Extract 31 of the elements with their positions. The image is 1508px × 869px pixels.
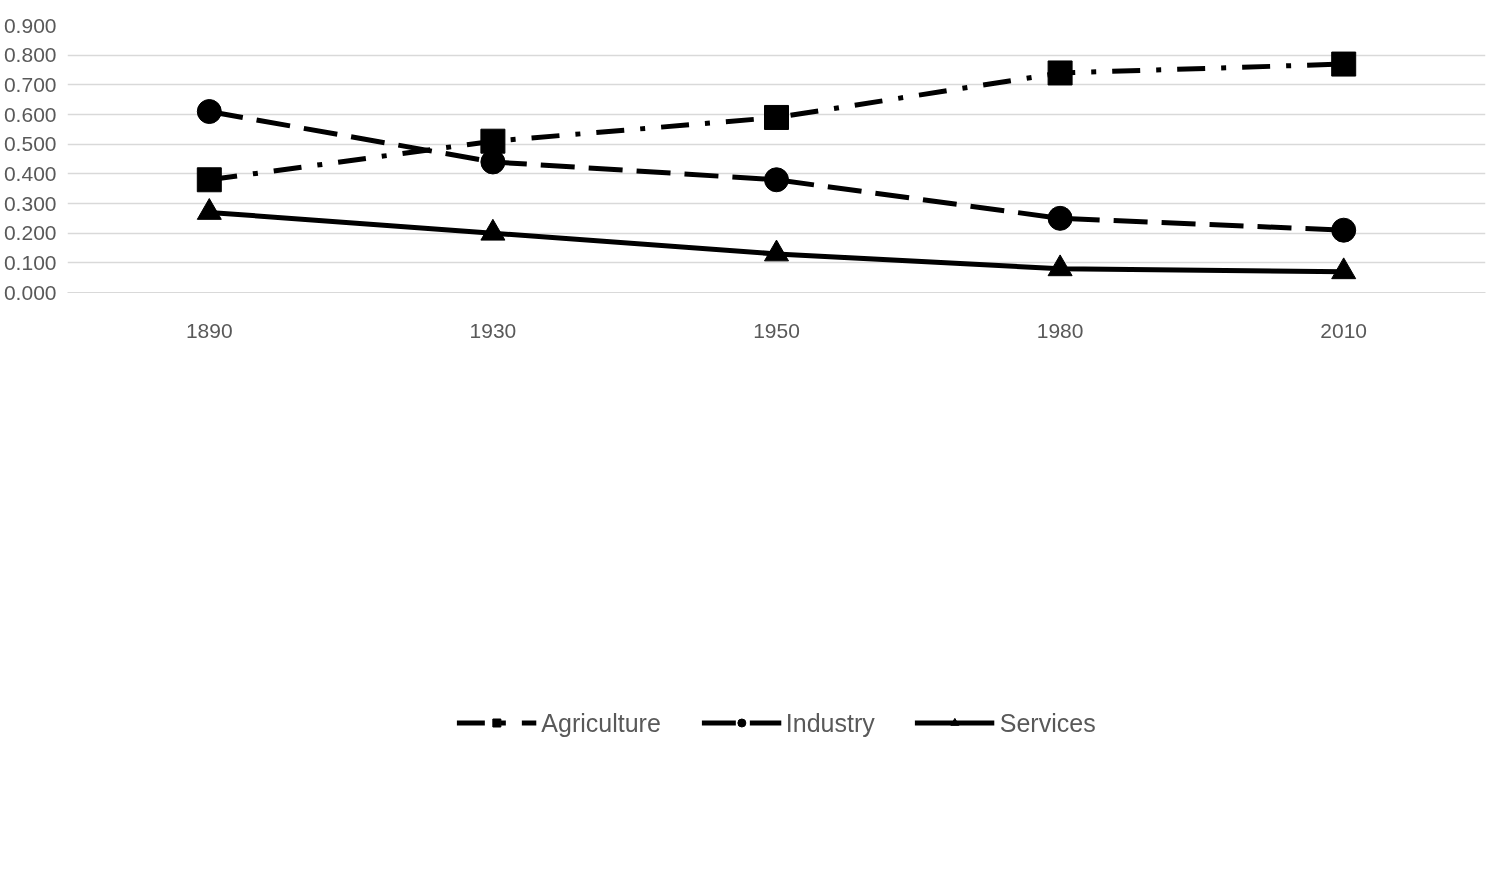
y-tick-label: 0.600 [3, 102, 57, 126]
point [196, 198, 222, 220]
x-tick-label: 1950 [753, 318, 800, 342]
point [764, 167, 789, 193]
y-tick-label: 0.000 [3, 280, 57, 304]
legend-label: Services [999, 708, 1096, 738]
point [1047, 254, 1073, 277]
y-tick-label: 0.200 [3, 221, 57, 245]
x-tick-label: 1890 [185, 318, 233, 342]
point [1047, 205, 1073, 231]
x-tick-label: 1930 [469, 318, 517, 342]
y-tick-label: 0.800 [3, 43, 57, 67]
point [764, 239, 789, 262]
point [764, 104, 789, 130]
y-tick-label: 0.300 [3, 191, 57, 215]
y-tick-label: 0.100 [3, 250, 57, 274]
y-tick-label: 0.500 [3, 132, 57, 156]
legend-label: Agriculture [541, 708, 661, 738]
point [196, 167, 222, 193]
legend-label: Industry [785, 708, 875, 738]
point [1047, 60, 1073, 86]
point [1331, 257, 1357, 280]
y-tick-label: 0.400 [3, 161, 57, 185]
point [1331, 51, 1357, 77]
x-tick-label: 1980 [1036, 318, 1084, 342]
y-tick-label: 0.700 [3, 72, 57, 96]
point [196, 99, 222, 125]
x-tick-label: 2010 [1320, 318, 1368, 342]
point [480, 218, 506, 241]
y-tick-label: 0.900 [3, 13, 57, 37]
point [480, 128, 506, 154]
